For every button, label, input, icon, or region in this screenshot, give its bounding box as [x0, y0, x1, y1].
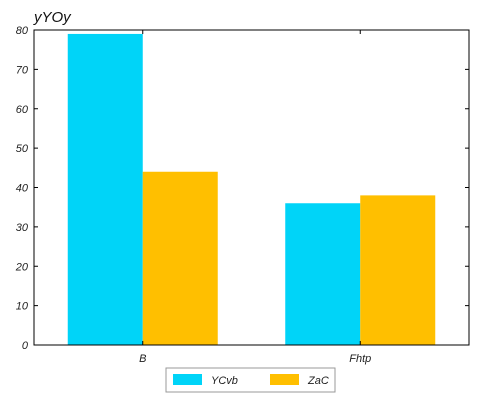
plot-area: 0 10 20 30 40 50 60 70 80 B Fhtp	[15, 25, 470, 365]
bar-ycvb-b	[67, 33, 143, 345]
bar-zac-fhtp	[360, 195, 436, 345]
y-tick-label: 30	[16, 222, 29, 234]
legend-swatch-zac	[270, 374, 299, 385]
y-tick-label: 70	[16, 64, 29, 76]
legend: YCvb ZaC	[165, 367, 336, 393]
chart-title: yYOy	[33, 9, 72, 26]
y-tick-label: 10	[16, 301, 29, 313]
y-tick-label: 20	[15, 261, 29, 273]
y-tick-label: 80	[16, 25, 29, 37]
y-tick-label: 0	[22, 340, 29, 352]
bar-ycvb-fhtp	[285, 203, 361, 345]
y-tick-label: 60	[16, 104, 29, 116]
y-tick-label: 50	[16, 143, 29, 155]
legend-label-zac: ZaC	[307, 375, 329, 387]
legend-swatch-ycvb	[173, 374, 202, 385]
x-tick-label: Fhtp	[349, 353, 371, 365]
x-tick-label: B	[139, 353, 146, 365]
y-tick-label: 40	[16, 183, 29, 195]
bar-zac-b	[142, 171, 218, 345]
legend-label-ycvb: YCvb	[211, 375, 238, 387]
